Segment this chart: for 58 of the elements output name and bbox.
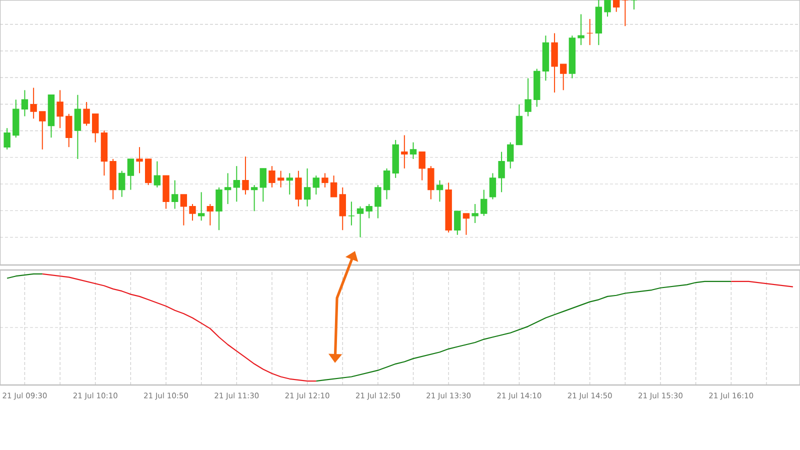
candlestick [66,113,72,148]
candlestick [498,151,505,193]
candlestick [30,87,37,120]
candlestick [83,102,90,126]
candlestick [410,142,417,160]
candlestick [304,168,311,207]
candlestick [4,128,10,150]
candlestick [480,189,488,216]
candlestick [224,172,232,205]
candlestick [295,170,302,207]
candlestick [56,90,64,129]
candlestick [206,204,214,226]
candlestick [374,184,382,219]
candlestick [612,0,620,12]
candlestick [312,175,320,196]
candlestick [578,14,584,46]
candlestick [92,113,99,143]
candlestick [127,158,134,190]
candlestick [268,166,276,188]
candlestick [418,151,426,181]
candlestick [560,64,567,91]
candlestick [39,111,46,150]
candlestick [144,158,152,186]
candlestick [250,184,258,212]
candlestick [216,186,222,231]
candlestick [74,94,82,160]
candlestick [330,175,338,198]
candlestick [242,156,249,196]
candlestick [198,192,205,222]
candlestick [462,213,470,236]
candlestick [348,201,355,226]
candlestick [277,170,284,188]
candlestick [489,172,496,200]
candlestick [454,210,461,236]
candlestick [356,206,364,238]
candlestick [507,142,514,169]
candlestick [260,168,266,202]
candlestick [524,78,532,117]
candlestick [136,146,143,174]
candlestick [339,186,346,231]
candlestick [189,204,196,222]
candlestick [180,194,188,226]
candlestick [154,160,161,188]
candlestick [428,166,434,200]
candlestick [604,0,611,18]
candlestick [436,180,444,202]
candlestick [551,32,558,94]
candlestick [401,134,408,169]
candlestick [21,90,28,117]
candlestick [586,18,594,46]
candlestick [171,180,178,210]
candlestick [322,172,328,188]
candlestick [383,168,390,200]
candlestick [366,204,372,219]
candlestick [118,170,126,198]
candlestick [233,166,240,202]
candlestick [286,172,293,196]
candlestick [472,204,478,224]
